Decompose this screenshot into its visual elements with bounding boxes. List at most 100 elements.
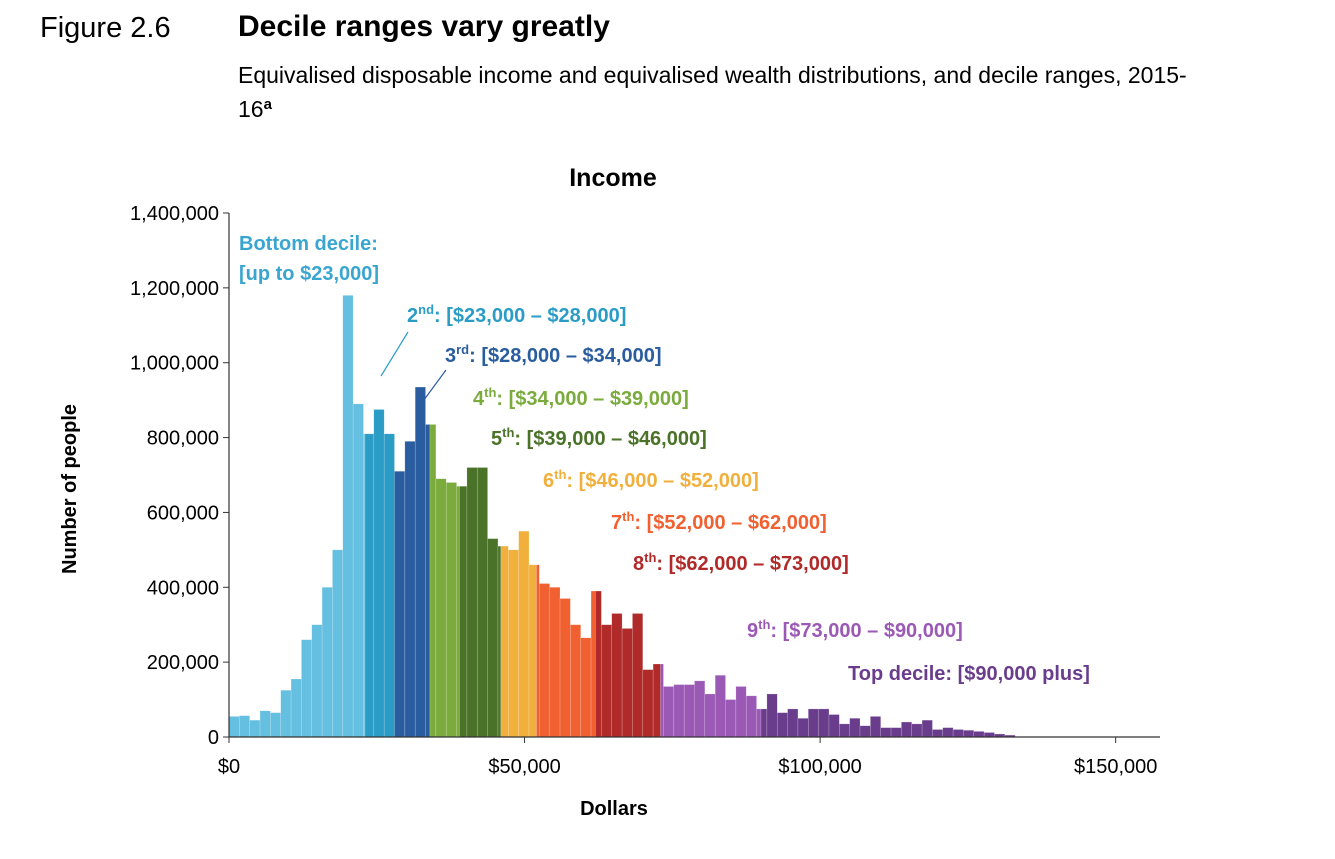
histogram-bar [797, 718, 809, 738]
histogram-bar [828, 714, 840, 738]
histogram-bar [663, 686, 675, 738]
y-tick-label: 200,000 [147, 652, 219, 674]
decile-label: 3rd: [$28,000 – $34,000] [445, 342, 662, 367]
histogram-bar [683, 684, 695, 738]
histogram-bar [745, 695, 757, 738]
histogram-bar [414, 386, 426, 738]
histogram-bar [477, 467, 488, 738]
histogram-bar [694, 680, 706, 738]
histogram-bar [321, 587, 333, 738]
histogram-bar [714, 674, 726, 738]
x-tick-label: $150,000 [1074, 756, 1157, 778]
histogram-bar [983, 732, 995, 738]
leader-line [417, 369, 447, 409]
histogram-bar [342, 295, 354, 738]
histogram-bar [456, 485, 460, 738]
subtitle-text: Equivalised disposable income and equiva… [238, 62, 1187, 122]
histogram-bar [528, 564, 537, 738]
histogram-bar [429, 424, 437, 738]
histogram-bar [301, 639, 313, 738]
histogram-bars [228, 295, 1016, 738]
histogram-bar [239, 715, 250, 738]
histogram-bar [932, 729, 944, 738]
histogram-bar [549, 587, 561, 738]
histogram-bar [311, 624, 323, 738]
histogram-bar [445, 482, 457, 738]
histogram-bar [952, 729, 964, 738]
histogram-bar [459, 485, 468, 738]
decile-range-label: [up to $23,000] [239, 263, 379, 285]
histogram-bar [270, 712, 281, 738]
axes: 0 200,000 400,000 600,000 800,000 1,000,000 1,… [130, 203, 1160, 778]
histogram-bar [849, 718, 861, 738]
y-tick-label: 600,000 [147, 502, 219, 524]
histogram-bar [735, 686, 747, 738]
histogram-bar [911, 723, 923, 738]
histogram-bar [870, 716, 881, 738]
histogram-bar [425, 424, 431, 738]
histogram-bar [704, 693, 716, 738]
figure-subtitle: Equivalised disposable income and equiva… [238, 60, 1198, 124]
histogram-bar [497, 545, 502, 738]
histogram-bar [580, 637, 592, 738]
histogram-bar [570, 624, 581, 738]
y-tick-label: 400,000 [147, 577, 219, 599]
y-tick-label: 0 [208, 727, 219, 749]
histogram-bar [818, 708, 830, 738]
histogram-bar [466, 467, 478, 738]
histogram-bar [839, 723, 850, 738]
histogram-bar [332, 549, 344, 738]
x-tick-label: $50,000 [488, 756, 560, 778]
histogram-bar [249, 719, 261, 738]
histogram-bar [660, 663, 664, 738]
x-tick-label: $100,000 [778, 756, 861, 778]
decile-label: Top decile: [$90,000 plus] [848, 663, 1090, 685]
histogram-bar [725, 699, 737, 738]
histogram-bar [766, 693, 778, 738]
histogram-bar [290, 678, 302, 738]
decile-label: 5th: [$39,000 – $46,000] [491, 425, 707, 450]
histogram-bar [518, 530, 530, 738]
histogram-bar [632, 613, 644, 738]
histogram-bar [777, 712, 788, 738]
histogram-bar [673, 684, 685, 738]
y-axis-label: Number of people [59, 404, 81, 574]
decile-label: 7th: [$52,000 – $62,000] [611, 509, 827, 534]
x-axis-label: Dollars [580, 798, 648, 820]
y-tick-label: 1,400,000 [130, 203, 219, 225]
histogram-bar [259, 710, 271, 738]
histogram-bar [901, 721, 912, 738]
figure-title: Decile ranges vary greatly [238, 10, 610, 43]
histogram-bar [394, 471, 406, 738]
chart-title: Income [569, 164, 657, 192]
decile-label: 9th: [$73,000 – $90,000] [747, 617, 963, 642]
histogram-bar [973, 731, 985, 738]
decile-labels: Bottom decile: [up to $23,000] 2nd: [$23,0… [239, 233, 1090, 685]
histogram-bar [756, 708, 762, 738]
histogram-bar [404, 441, 416, 738]
decile-label: 6th: [$46,000 – $52,000] [543, 467, 759, 492]
histogram-bar [611, 613, 623, 738]
y-tick-label: 1,200,000 [130, 278, 219, 300]
footnote-marker: a [263, 96, 272, 113]
histogram-bar [760, 708, 768, 738]
histogram-bar [787, 708, 799, 738]
histogram-bar [536, 564, 540, 738]
decile-label: 4th: [$34,000 – $39,000] [473, 385, 689, 410]
y-tick-label: 1,000,000 [130, 353, 219, 375]
histogram-bar [364, 433, 375, 738]
histogram-bar [487, 538, 499, 738]
histogram-bar [890, 727, 902, 738]
histogram-bar [590, 590, 596, 738]
histogram-bar [539, 583, 550, 738]
histogram-bar [963, 730, 975, 738]
histogram-bar [880, 727, 892, 738]
histogram-bar [652, 663, 661, 738]
x-tick-label: $0 [218, 756, 240, 778]
decile-label: 2nd: [$23,000 – $28,000] [407, 302, 626, 327]
histogram-bar [642, 669, 654, 738]
histogram-bar [621, 628, 633, 738]
histogram-bar [859, 725, 871, 738]
histogram-bar [280, 689, 292, 738]
